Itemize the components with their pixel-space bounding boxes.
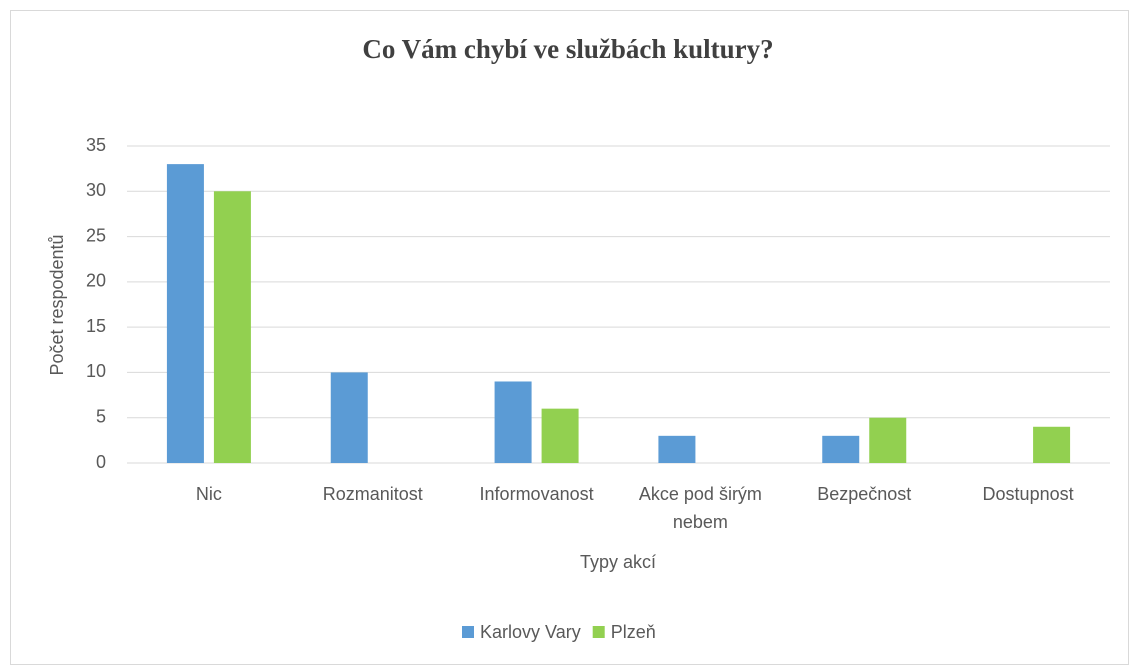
y-axis-title: Počet respodentů <box>47 234 67 375</box>
bar <box>658 435 696 463</box>
bar <box>166 164 204 463</box>
bar <box>541 408 579 463</box>
y-tick-label: 25 <box>86 225 106 245</box>
legend-swatch <box>462 626 474 638</box>
x-tick-label: Bezpečnost <box>817 484 911 504</box>
x-tick-label: Dostupnost <box>983 484 1074 504</box>
chart-title: Co Vám chybí ve službách kultury? <box>362 34 773 64</box>
x-tick-label: Nic <box>196 484 222 504</box>
bar <box>869 417 907 463</box>
x-axis-title: Typy akcí <box>580 552 656 572</box>
y-tick-label: 5 <box>96 406 106 426</box>
x-tick-label: Rozmanitost <box>323 484 423 504</box>
y-tick-label: 30 <box>86 180 106 200</box>
y-tick-label: 15 <box>86 316 106 336</box>
x-tick-label-line: nebem <box>673 512 728 532</box>
x-tick-label: Akce pod širým nebem <box>639 484 762 532</box>
x-tick-label-line: Akce pod širým <box>639 484 762 504</box>
y-tick-label: 35 <box>86 135 106 155</box>
y-tick-label: 10 <box>86 361 106 381</box>
bar <box>822 435 860 463</box>
bar <box>1033 426 1071 463</box>
y-tick-label: 20 <box>86 271 106 291</box>
bar <box>213 191 251 464</box>
legend-label: Karlovy Vary <box>480 622 581 642</box>
bar <box>494 381 532 463</box>
legend-swatch <box>592 626 605 638</box>
bar <box>330 372 368 463</box>
x-tick-label: Informovanost <box>480 484 594 504</box>
y-tick-label: 0 <box>96 452 106 472</box>
legend-label: Plzeň <box>611 622 656 642</box>
